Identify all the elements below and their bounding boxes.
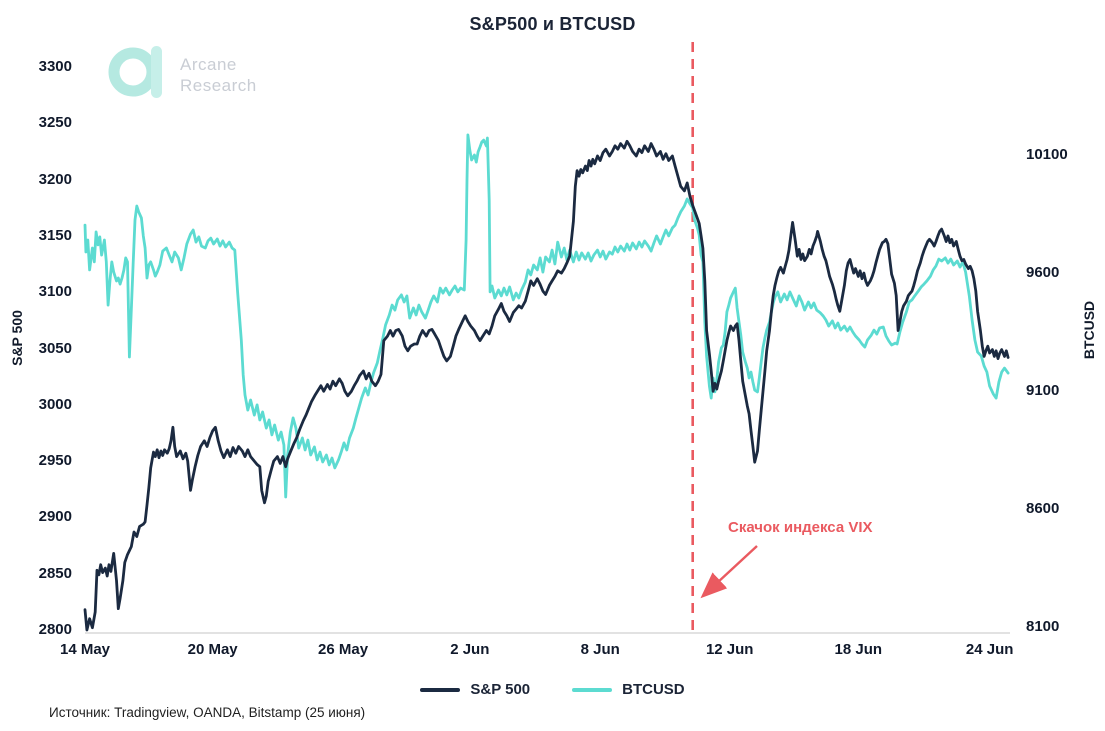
x-tick-18-jun: 18 Jun xyxy=(834,641,883,658)
x-tick-2-jun: 2 Jun xyxy=(450,641,490,658)
y-axis-title-right: BTCUSD xyxy=(1081,300,1097,360)
series-group xyxy=(83,133,1010,632)
logo-line1: Arcane xyxy=(180,54,237,74)
y-left-tick-3300: 3300 xyxy=(38,58,72,75)
legend-item-btcusd: BTCUSD xyxy=(572,681,685,698)
arcane-research-logo: Arcane Research xyxy=(108,44,257,105)
btcusd-line-swatch xyxy=(572,687,613,692)
y-axis-title-left: S&P 500 xyxy=(9,310,25,366)
y-left-tick-2950: 2950 xyxy=(38,452,72,470)
x-tick-14-may: 14 May xyxy=(59,641,111,658)
x-tick-12-jun: 12 Jun xyxy=(705,641,754,658)
y-right-tick-8600: 8600 xyxy=(1026,500,1060,517)
source-note: Источник: Tradingview, OANDA, Bitstamp (… xyxy=(49,705,366,720)
arcane-logo-icon xyxy=(108,44,166,105)
y-right-tick-8100: 8100 xyxy=(1026,618,1060,635)
y-left-tick-2800: 2800 xyxy=(38,621,72,638)
vix-annotation: Скачок индекса VIX xyxy=(728,519,873,536)
y-left-tick-3000: 3000 xyxy=(38,395,72,413)
legend-label-btcusd: BTCUSD xyxy=(622,681,685,698)
x-tick-20-may: 20 May xyxy=(187,641,238,658)
sp500-line xyxy=(83,139,1010,632)
vix-arrow-icon xyxy=(700,545,758,599)
y-right-tick-9600: 9600 xyxy=(1026,264,1060,281)
sp500-line-swatch xyxy=(420,687,461,692)
y-right-tick-10100: 10100 xyxy=(1026,146,1068,163)
chart-svg xyxy=(83,42,1010,634)
page-title: S&P500 и BTCUSD xyxy=(469,14,636,34)
y-left-tick-3150: 3150 xyxy=(38,226,72,244)
x-tick-26-may: 26 May xyxy=(318,641,369,658)
y-left-tick-2900: 2900 xyxy=(38,508,72,526)
x-tick-24-jun: 24 Jun xyxy=(965,641,1014,658)
y-left-tick-3200: 3200 xyxy=(38,170,72,188)
y-left-tick-2850: 2850 xyxy=(38,564,72,582)
legend-item-sp500: S&P 500 xyxy=(420,681,530,698)
x-tick-8-jun: 8 Jun xyxy=(580,641,620,658)
y-right-tick-9100: 9100 xyxy=(1026,382,1060,399)
y-left-tick-3100: 3100 xyxy=(38,283,72,301)
btcusd-line xyxy=(83,133,1010,499)
logo-wordmark: Arcane Research xyxy=(180,54,257,96)
y-left-tick-3050: 3050 xyxy=(38,339,72,357)
legend-label-sp500: S&P 500 xyxy=(470,681,531,698)
logo-line2: Research xyxy=(180,75,257,95)
y-left-tick-3250: 3250 xyxy=(38,114,72,132)
chart-legend: S&P 500 BTCUSD xyxy=(0,681,1105,698)
